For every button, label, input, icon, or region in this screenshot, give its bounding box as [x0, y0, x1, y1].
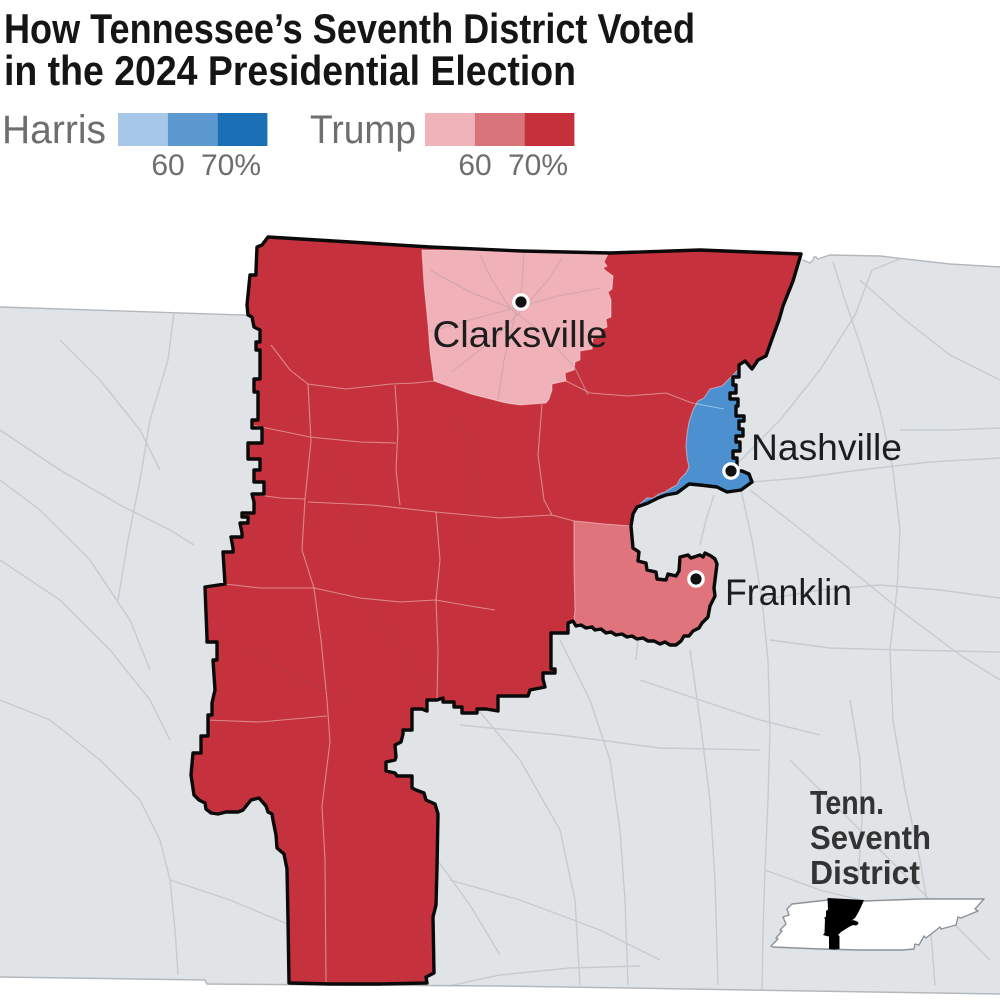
svg-text:Tenn.: Tenn. — [810, 784, 884, 821]
svg-text:60: 60 — [151, 149, 184, 182]
svg-text:How Tennessee’s Seventh Distri: How Tennessee’s Seventh District Voted — [4, 5, 695, 52]
svg-text:Trump: Trump — [310, 108, 416, 152]
svg-text:Franklin: Franklin — [725, 572, 852, 613]
svg-text:Clarksville: Clarksville — [433, 314, 608, 355]
svg-text:Seventh: Seventh — [810, 819, 931, 856]
svg-text:Harris: Harris — [2, 108, 106, 152]
svg-text:70%: 70% — [508, 149, 568, 182]
svg-text:District: District — [810, 854, 920, 891]
svg-text:60: 60 — [458, 149, 491, 182]
svg-text:in the 2024 Presidential Elect: in the 2024 Presidential Election — [4, 47, 576, 94]
svg-text:Nashville: Nashville — [751, 427, 902, 468]
svg-text:70%: 70% — [201, 149, 261, 182]
